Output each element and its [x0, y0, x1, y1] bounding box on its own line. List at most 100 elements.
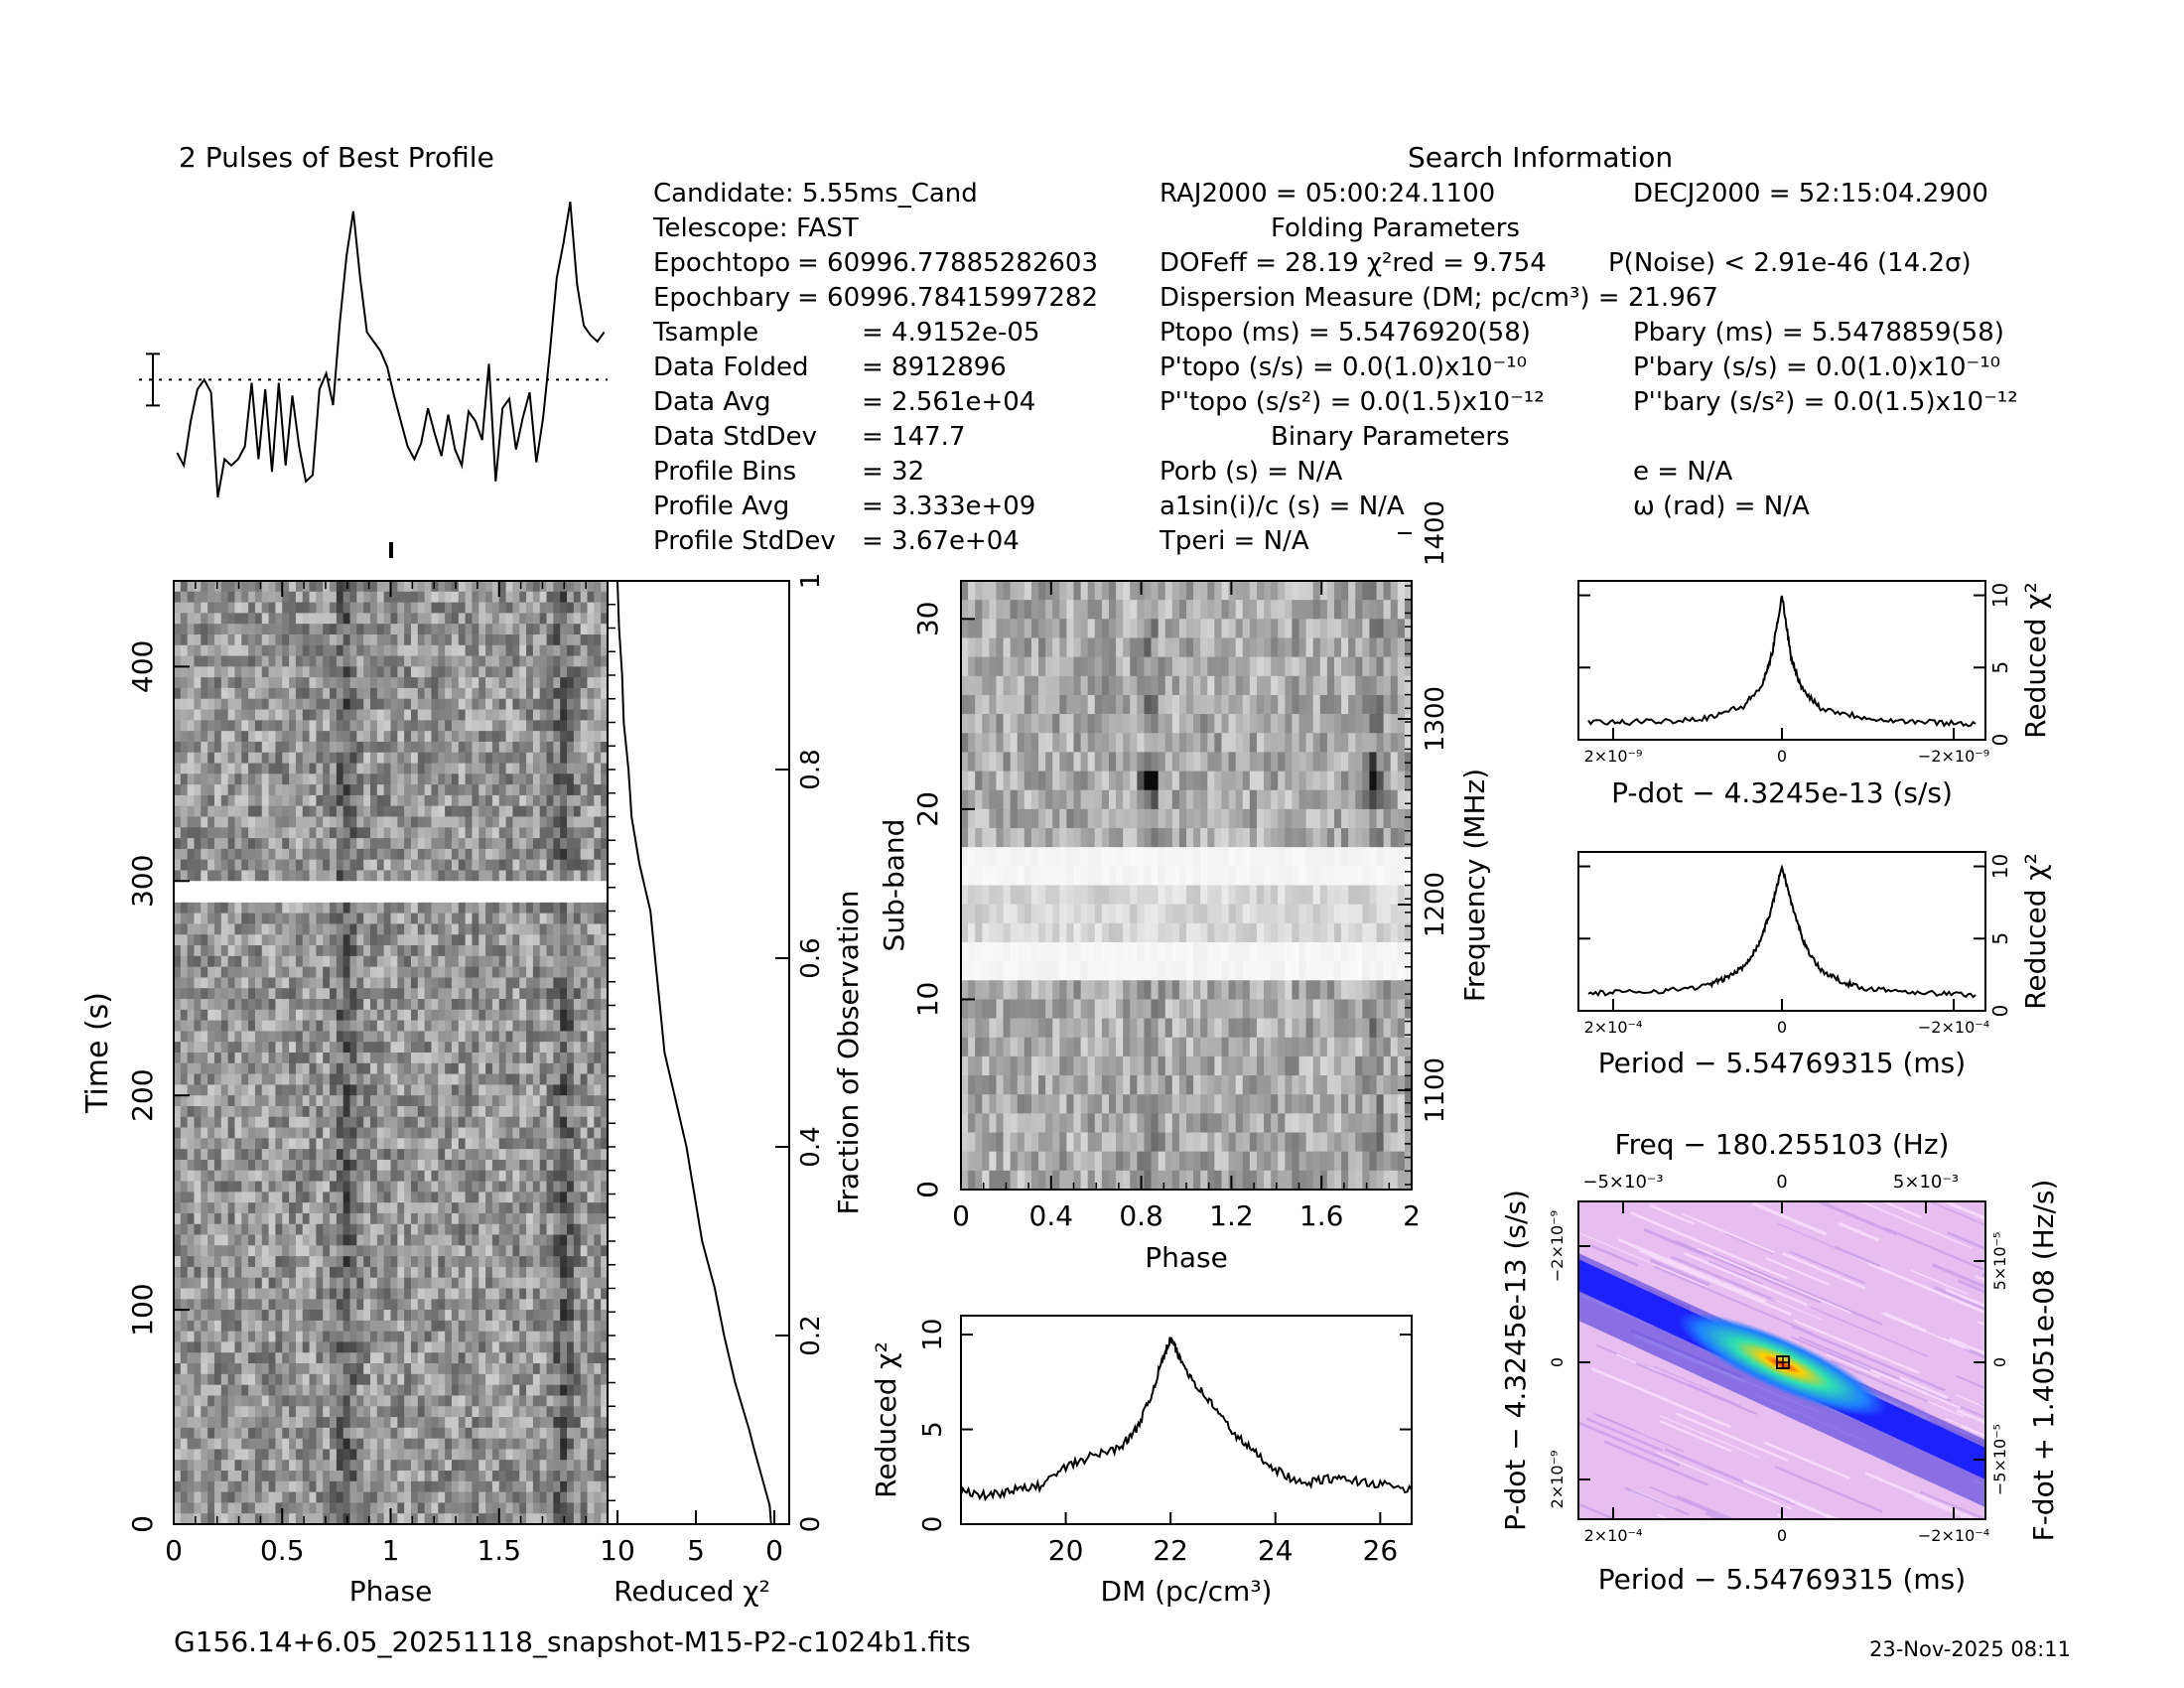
time-phase-cell: [445, 1212, 453, 1225]
time-phase-cell: [465, 955, 474, 968]
time-phase-cell: [207, 1116, 215, 1129]
time-phase-cell: [349, 1310, 357, 1322]
time-phase-cell: [404, 1363, 412, 1375]
time-phase-cell: [241, 581, 249, 593]
time-phase-cell: [498, 1073, 507, 1085]
time-phase-cell: [248, 613, 256, 625]
time-phase-cell: [498, 945, 507, 957]
time-phase-cell: [410, 838, 419, 850]
time-phase-cell: [336, 591, 344, 604]
time-phase-cell: [323, 1373, 331, 1386]
time-phase-cell: [207, 591, 215, 604]
time-phase-cell: [553, 666, 561, 678]
time-phase-cell: [323, 955, 331, 968]
time-phase-cell: [539, 1138, 548, 1150]
time-phase-cell: [174, 1256, 182, 1268]
time-phase-cell: [491, 1116, 500, 1129]
time-phase-cell: [485, 892, 493, 904]
time-phase-cell: [295, 913, 304, 925]
time-phase-cell: [587, 1031, 595, 1043]
time-phase-cell: [254, 1073, 263, 1085]
time-phase-cell: [553, 1352, 561, 1364]
time-phase-cell: [491, 1266, 500, 1279]
time-phase-cell: [356, 1266, 364, 1279]
time-phase-cell: [532, 709, 541, 721]
time-phase-cell: [363, 1288, 371, 1300]
time-phase-cell: [180, 934, 189, 946]
time-phase-cell: [383, 870, 392, 882]
time-phase-cell: [261, 752, 270, 765]
time-phase-cell: [254, 945, 263, 957]
time-phase-cell: [390, 848, 398, 861]
time-phase-cell: [356, 827, 364, 839]
time-phase-cell: [498, 624, 507, 635]
time-phase-cell: [241, 752, 249, 765]
time-phase-cell: [316, 1277, 324, 1290]
time-phase-cell: [268, 633, 277, 646]
time-phase-cell: [512, 1384, 520, 1397]
time-phase-cell: [445, 827, 453, 839]
time-phase-cell: [532, 1181, 541, 1193]
time-phase-cell: [220, 687, 229, 700]
time-phase-cell: [363, 1395, 371, 1407]
time-phase-cell: [356, 633, 364, 646]
time-phase-cell: [546, 1363, 554, 1375]
time-phase-cell: [505, 591, 514, 604]
time-phase-cell: [451, 666, 460, 678]
time-phase-cell: [498, 613, 507, 625]
time-phase-cell: [295, 741, 304, 754]
time-phase-cell: [309, 1277, 317, 1290]
time-phase-cell: [254, 1170, 263, 1183]
time-phase-cell: [397, 655, 405, 667]
time-phase-cell: [498, 731, 507, 743]
time-phase-cell: [397, 794, 405, 807]
time-phase-cell: [241, 827, 249, 839]
time-phase-cell: [349, 902, 357, 914]
time-phase-cell: [349, 1073, 357, 1085]
time-phase-cell: [567, 1320, 575, 1333]
time-phase-cell: [498, 1031, 507, 1043]
time-phase-cell: [376, 805, 385, 818]
time-phase-cell: [295, 731, 304, 743]
time-phase-cell: [491, 1277, 500, 1290]
time-phase-cell: [546, 1266, 554, 1279]
time-phase-cell: [187, 1202, 196, 1214]
time-phase-cell: [397, 1320, 405, 1333]
time-phase-cell: [485, 1234, 493, 1246]
time-phase-cell: [289, 1384, 297, 1397]
time-phase-cell: [213, 752, 222, 765]
time-phase-cell: [174, 1341, 182, 1353]
time-phase-cell: [526, 687, 534, 700]
time-phase-cell: [323, 870, 331, 882]
time-phase-cell: [567, 1192, 575, 1203]
time-phase-cell: [342, 1031, 351, 1043]
time-phase-cell: [363, 794, 371, 807]
time-phase-cell: [201, 923, 208, 935]
time-phase-cell: [220, 677, 229, 689]
time-phase-cell: [261, 988, 270, 1000]
time-phase-cell: [174, 624, 182, 635]
time-phase-cell: [465, 1277, 474, 1290]
time-phase-cell: [342, 602, 351, 614]
time-phase-cell: [580, 945, 589, 957]
time-phase-cell: [241, 1170, 249, 1183]
time-phase-cell: [472, 698, 479, 711]
time-phase-cell: [431, 902, 439, 914]
time-phase-cell: [356, 870, 364, 882]
time-phase-cell: [336, 1352, 344, 1364]
time-phase-cell: [383, 1159, 392, 1172]
time-phase-cell: [254, 1363, 263, 1375]
time-phase-cell: [207, 1202, 215, 1214]
time-phase-cell: [601, 1373, 609, 1386]
time-phase-cell: [560, 1020, 568, 1033]
time-phase-cell: [417, 1320, 426, 1333]
time-phase-cell: [234, 1277, 242, 1290]
time-phase-cell: [316, 1395, 324, 1407]
time-phase-cell: [323, 1202, 331, 1214]
time-phase-cell: [370, 870, 378, 882]
time-phase-cell: [227, 752, 236, 765]
time-phase-cell: [282, 816, 290, 828]
time-phase-cell: [187, 1277, 196, 1290]
time-phase-cell: [336, 1149, 344, 1161]
time-phase-cell: [519, 902, 527, 914]
